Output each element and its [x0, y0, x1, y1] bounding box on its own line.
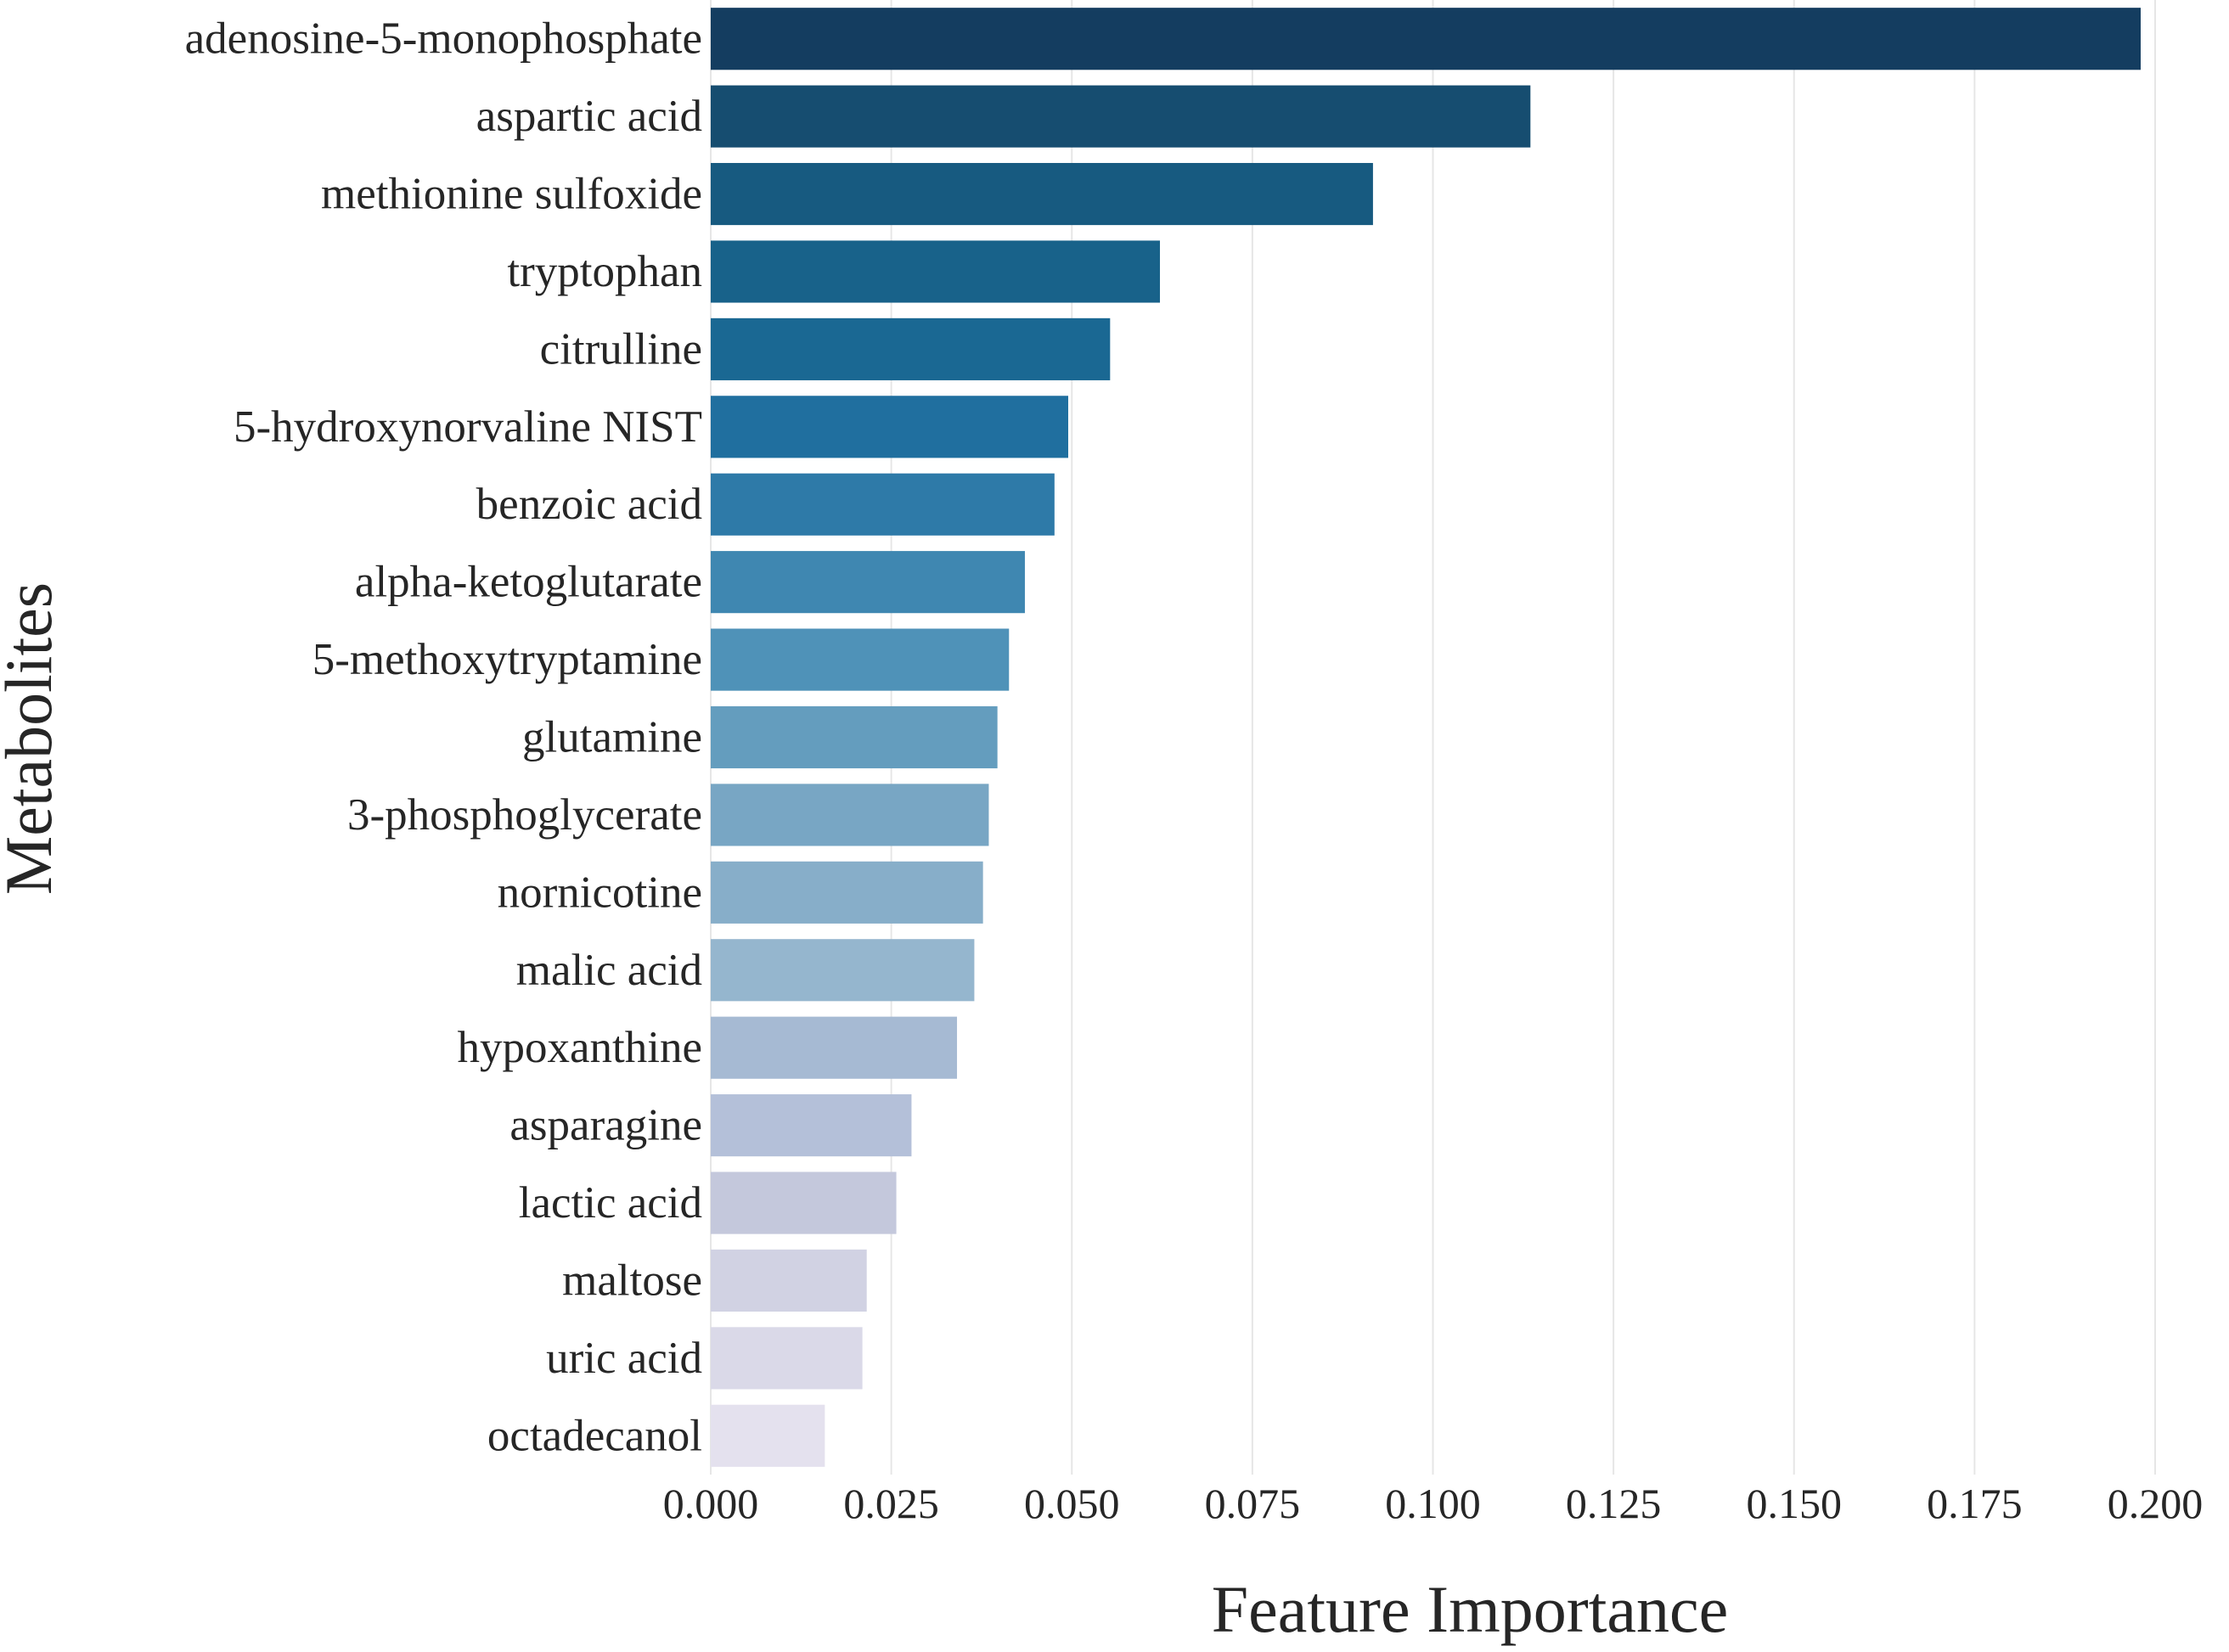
bar	[711, 551, 1025, 614]
y-axis-title: Metabolites	[0, 582, 65, 895]
x-tick-labels: 0.000 0.025 0.050 0.075 0.100 0.125 0.150 0.175…	[663, 1480, 2204, 1527]
category-label: octadecanol	[487, 1411, 702, 1460]
x-tick-label: 0.000	[663, 1480, 759, 1527]
category-label: uric acid	[546, 1334, 702, 1383]
x-tick-label: 0.150	[1747, 1480, 1843, 1527]
category-label: maltose	[562, 1256, 702, 1305]
bar	[711, 784, 989, 846]
bar	[711, 1404, 825, 1467]
bar	[711, 8, 2141, 70]
bar	[711, 939, 975, 1002]
category-label: alpha-ketoglutarate	[355, 558, 702, 607]
bar	[711, 1094, 912, 1157]
category-label: benzoic acid	[476, 480, 702, 529]
x-tick-label: 0.125	[1566, 1480, 1662, 1527]
bar	[711, 1327, 863, 1390]
category-label: citrulline	[540, 324, 702, 374]
category-labels: adenosine-5-monophosphate aspartic acid me…	[185, 14, 702, 1461]
x-tick-label: 0.050	[1024, 1480, 1120, 1527]
category-label: 5-methoxytryptamine	[312, 635, 702, 684]
bar	[711, 705, 998, 769]
category-label: nornicotine	[498, 868, 702, 917]
category-label: hypoxanthine	[458, 1023, 703, 1072]
category-label: glutamine	[522, 713, 702, 762]
bar	[711, 1172, 897, 1234]
bar	[711, 628, 1010, 691]
x-tick-label: 0.025	[843, 1480, 939, 1527]
x-tick-label: 0.100	[1385, 1480, 1481, 1527]
x-tick-label: 0.175	[1927, 1480, 2023, 1527]
x-axis-title: Feature Importance	[1212, 1572, 1729, 1646]
bar	[711, 1249, 867, 1312]
category-label: malic acid	[516, 946, 702, 995]
category-label: tryptophan	[507, 247, 702, 296]
bar-layer	[711, 8, 2141, 1467]
category-label: 3-phosphoglycerate	[347, 790, 702, 840]
x-tick-label: 0.075	[1205, 1480, 1301, 1527]
category-label: 5-hydroxynorvaline NIST	[234, 402, 702, 452]
category-label: asparagine	[509, 1101, 702, 1150]
bar	[711, 396, 1068, 458]
category-label: methionine sulfoxide	[321, 170, 702, 219]
bar	[711, 1016, 958, 1079]
x-tick-label: 0.200	[2108, 1480, 2204, 1527]
bar	[711, 861, 983, 924]
bar	[711, 317, 1111, 380]
category-label: lactic acid	[519, 1178, 702, 1228]
bar	[711, 85, 1531, 148]
bar	[711, 240, 1161, 303]
bar	[711, 473, 1055, 536]
bar	[711, 162, 1373, 226]
category-label: adenosine-5-monophosphate	[185, 14, 702, 64]
category-label: aspartic acid	[476, 92, 702, 141]
